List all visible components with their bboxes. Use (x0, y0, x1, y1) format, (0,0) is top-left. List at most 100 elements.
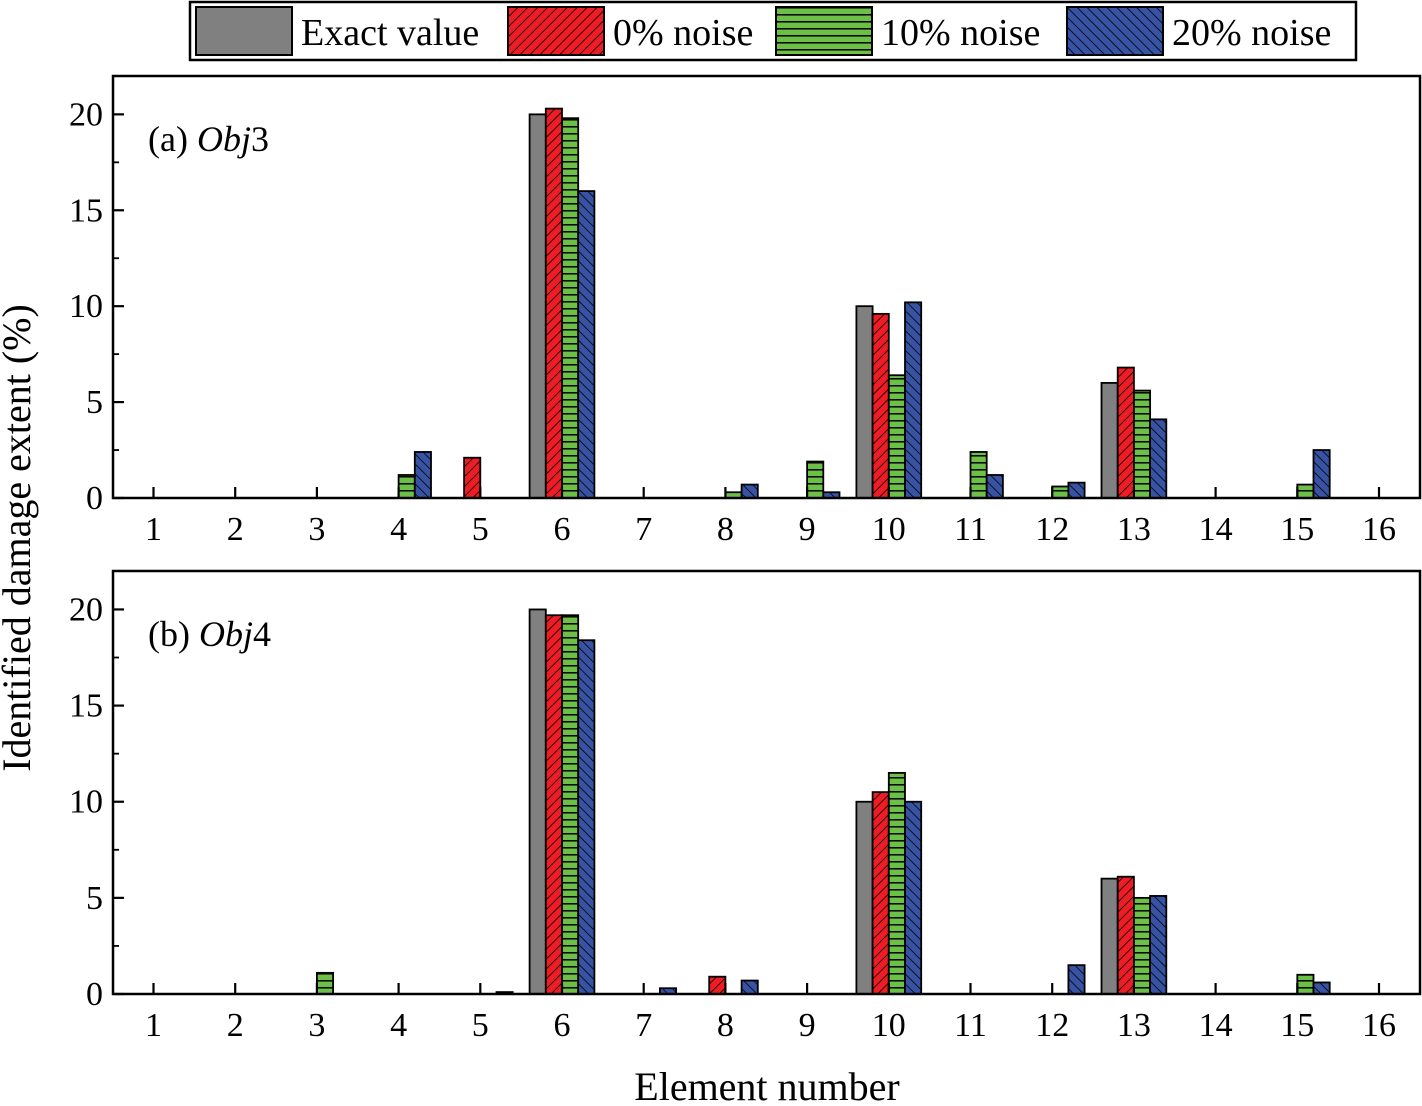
bar-0pct-element-5 (463, 456, 482, 499)
legend-label-0pct: 0% noise (613, 12, 753, 54)
y-tick-label: 5 (86, 880, 103, 917)
x-tick-label: 4 (390, 511, 407, 548)
legend-label-20pct: 20% noise (1172, 12, 1331, 54)
x-tick-label: 13 (1117, 1007, 1151, 1044)
x-tick-label: 12 (1035, 1007, 1069, 1044)
bar-10pct-element-12 (1051, 485, 1070, 499)
bar-0pct-element-10 (871, 312, 890, 499)
x-tick-label: 11 (954, 1007, 987, 1044)
bar-0pct-element-6 (544, 614, 563, 995)
panel-label: (b) Obj4 (148, 614, 271, 654)
y-tick-label: 0 (86, 976, 103, 1013)
bar-20pct-element-8 (740, 979, 759, 995)
x-tick-label: 15 (1280, 511, 1314, 548)
panel-label-prefix: (a) (148, 119, 197, 159)
x-tick-label: 3 (308, 511, 325, 548)
bar-20pct-element-12 (1067, 964, 1086, 995)
bar-0pct-element-6 (544, 107, 563, 499)
bar-20pct-element-6 (577, 190, 596, 499)
bar-20pct-element-10 (904, 800, 923, 995)
legend-swatch-10pct (775, 6, 873, 56)
x-tick-label: 1 (145, 511, 162, 548)
bar-10pct-element-3 (315, 971, 334, 995)
bar-20pct-element-13 (1149, 418, 1168, 499)
x-tick-label: 2 (227, 1007, 244, 1044)
x-tick-label: 9 (799, 511, 816, 548)
y-tick-label: 0 (86, 480, 103, 517)
x-tick-label: 10 (872, 511, 906, 548)
y-tick-label: 10 (69, 288, 103, 325)
bar-20pct-element-15 (1312, 449, 1331, 499)
bar-0pct-element-8 (708, 975, 727, 995)
panel-label-prefix: (b) (148, 614, 199, 654)
x-tick-label: 9 (799, 1007, 816, 1044)
bar-exact-element-6 (528, 113, 547, 499)
bar-10pct-element-10 (887, 374, 906, 499)
x-tick-label: 12 (1035, 511, 1069, 548)
bar-20pct-element-10 (904, 301, 923, 499)
x-tick-label: 13 (1117, 511, 1151, 548)
bar-10pct-element-6 (561, 117, 580, 499)
panel-label-num: 3 (251, 119, 269, 159)
x-tick-label: 7 (635, 1007, 652, 1044)
bar-20pct-element-15 (1312, 981, 1331, 995)
bar-0pct-element-13 (1116, 366, 1135, 499)
bar-10pct-element-11 (969, 451, 988, 499)
panel-label-num: 4 (253, 614, 271, 654)
bar-exact-element-13 (1100, 382, 1119, 499)
x-tick-label: 16 (1362, 1007, 1396, 1044)
bar-0pct-element-13 (1116, 875, 1135, 995)
y-tick-label: 15 (69, 192, 103, 229)
x-tick-label: 5 (472, 511, 489, 548)
y-tick-label: 5 (86, 384, 103, 421)
legend: Exact value 0% noise 10% noise 20% noise (188, 0, 1358, 62)
legend-swatch-0pct (507, 6, 605, 56)
bar-20pct-element-4 (413, 451, 432, 499)
x-tick-label: 16 (1362, 511, 1396, 548)
legend-label-exact: Exact value (301, 12, 479, 54)
x-tick-label: 8 (717, 511, 734, 548)
legend-swatch-20pct (1066, 6, 1164, 56)
bar-20pct-element-13 (1149, 895, 1168, 995)
x-tick-label: 4 (390, 1007, 407, 1044)
x-tick-label: 14 (1199, 1007, 1233, 1044)
x-tick-label: 2 (227, 511, 244, 548)
bar-20pct-element-6 (577, 639, 596, 995)
legend-swatch-exact (195, 6, 293, 56)
panel-label-obj: Obj (199, 614, 253, 654)
bar-10pct-element-13 (1133, 389, 1152, 499)
x-tick-label: 11 (954, 511, 987, 548)
y-tick-label: 15 (69, 688, 103, 725)
x-tick-label: 15 (1280, 1007, 1314, 1044)
x-tick-label: 3 (308, 1007, 325, 1044)
panel-label-obj: Obj (197, 119, 251, 159)
plot-frame (111, 74, 1422, 500)
bar-exact-element-6 (528, 608, 547, 995)
y-tick-label: 20 (69, 591, 103, 628)
bar-10pct-element-4 (397, 474, 416, 499)
bar-20pct-element-11 (985, 474, 1004, 499)
y-tick-label: 10 (69, 784, 103, 821)
x-tick-label: 10 (872, 1007, 906, 1044)
legend-item-10pct: 10% noise (775, 6, 1040, 56)
x-axis-title: Element number (634, 1064, 899, 1106)
legend-label-10pct: 10% noise (881, 12, 1040, 54)
bar-exact-element-10 (855, 800, 874, 995)
x-tick-label: 7 (635, 511, 652, 548)
legend-item-20pct: 20% noise (1066, 6, 1331, 56)
bar-exact-element-13 (1100, 877, 1119, 995)
legend-item-exact: Exact value (195, 6, 479, 56)
y-axis-title: Identified damage extent (%) (0, 304, 39, 772)
bar-20pct-element-12 (1067, 481, 1086, 499)
bar-exact-element-10 (855, 305, 874, 499)
x-tick-label: 5 (472, 1007, 489, 1044)
x-tick-label: 6 (554, 511, 571, 548)
plot-frame (111, 569, 1422, 996)
bar-10pct-element-10 (887, 771, 906, 995)
y-tick-label: 20 (69, 96, 103, 133)
bar-10pct-element-15 (1296, 483, 1315, 499)
panel-label: (a) Obj3 (148, 119, 269, 159)
